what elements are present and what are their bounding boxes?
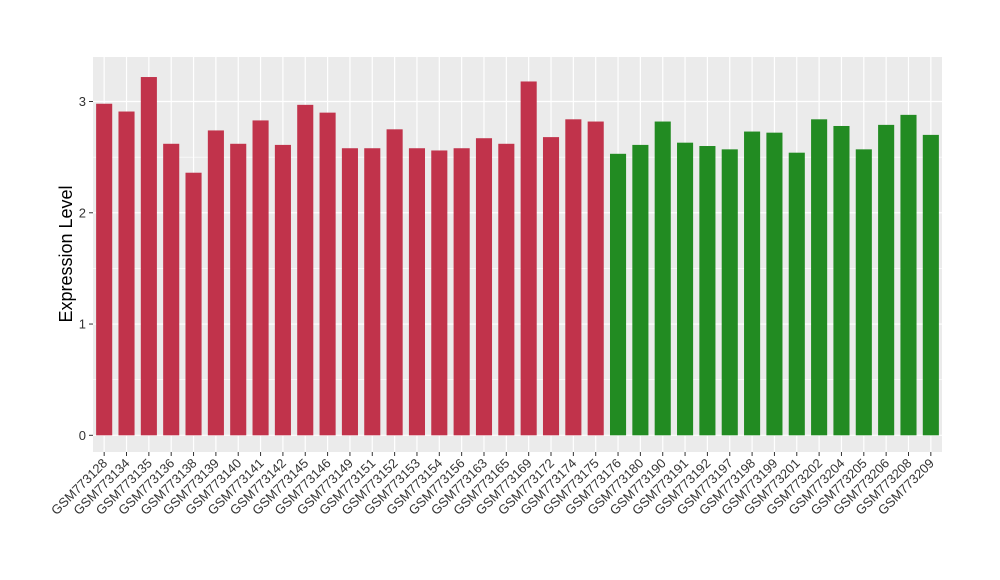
bar-GSM773145 — [297, 104, 314, 436]
bar-GSM773142 — [274, 144, 291, 436]
bar-GSM773205 — [855, 149, 872, 436]
x-axis: GSM773128GSM773134GSM773135GSM773136GSM7… — [48, 452, 937, 518]
bar-GSM773136 — [163, 143, 180, 436]
bar-GSM773163 — [475, 138, 493, 436]
bar-GSM773191 — [677, 142, 694, 436]
bar-GSM773141 — [252, 120, 269, 436]
bar-GSM773134 — [118, 111, 135, 436]
bar-GSM773176 — [609, 153, 627, 436]
bar-GSM773156 — [453, 148, 470, 436]
bar-GSM773138 — [185, 172, 202, 436]
bar-GSM773206 — [878, 124, 895, 436]
bar-GSM773202 — [811, 119, 828, 436]
bars — [96, 77, 939, 436]
bar-GSM773140 — [230, 143, 247, 436]
bar-GSM773190 — [654, 121, 671, 436]
bar-GSM773169 — [520, 81, 537, 436]
bar-GSM773204 — [833, 125, 850, 436]
y-tick-label: 1 — [79, 317, 86, 332]
y-tick-label: 3 — [79, 94, 86, 109]
bar-GSM773174 — [565, 119, 582, 436]
bar-GSM773128 — [96, 103, 113, 436]
bar-GSM773208 — [900, 114, 917, 436]
bar-GSM773197 — [721, 149, 738, 436]
bar-GSM773172 — [542, 137, 560, 436]
y-axis: 0 1 2 3 — [79, 94, 93, 443]
bar-GSM773209 — [922, 134, 939, 436]
bar-GSM773175 — [587, 121, 604, 436]
bar-GSM773165 — [498, 143, 515, 436]
bar-GSM773198 — [744, 131, 761, 436]
bar-GSM773135 — [140, 77, 157, 436]
bar-GSM773139 — [207, 130, 224, 436]
bar-GSM773153 — [408, 148, 426, 436]
bar-GSM773149 — [341, 148, 358, 436]
bar-GSM773154 — [431, 150, 448, 436]
y-tick-label: 2 — [79, 205, 86, 220]
bar-GSM773201 — [788, 152, 805, 436]
y-axis-title: Expression Level — [56, 185, 76, 322]
bar-GSM773146 — [319, 112, 336, 436]
y-tick-label: 0 — [79, 428, 86, 443]
bar-GSM773192 — [699, 146, 716, 436]
bar-GSM773152 — [386, 129, 403, 436]
bar-GSM773199 — [766, 132, 783, 436]
bar-GSM773151 — [364, 148, 381, 436]
bar-GSM773180 — [632, 144, 649, 436]
